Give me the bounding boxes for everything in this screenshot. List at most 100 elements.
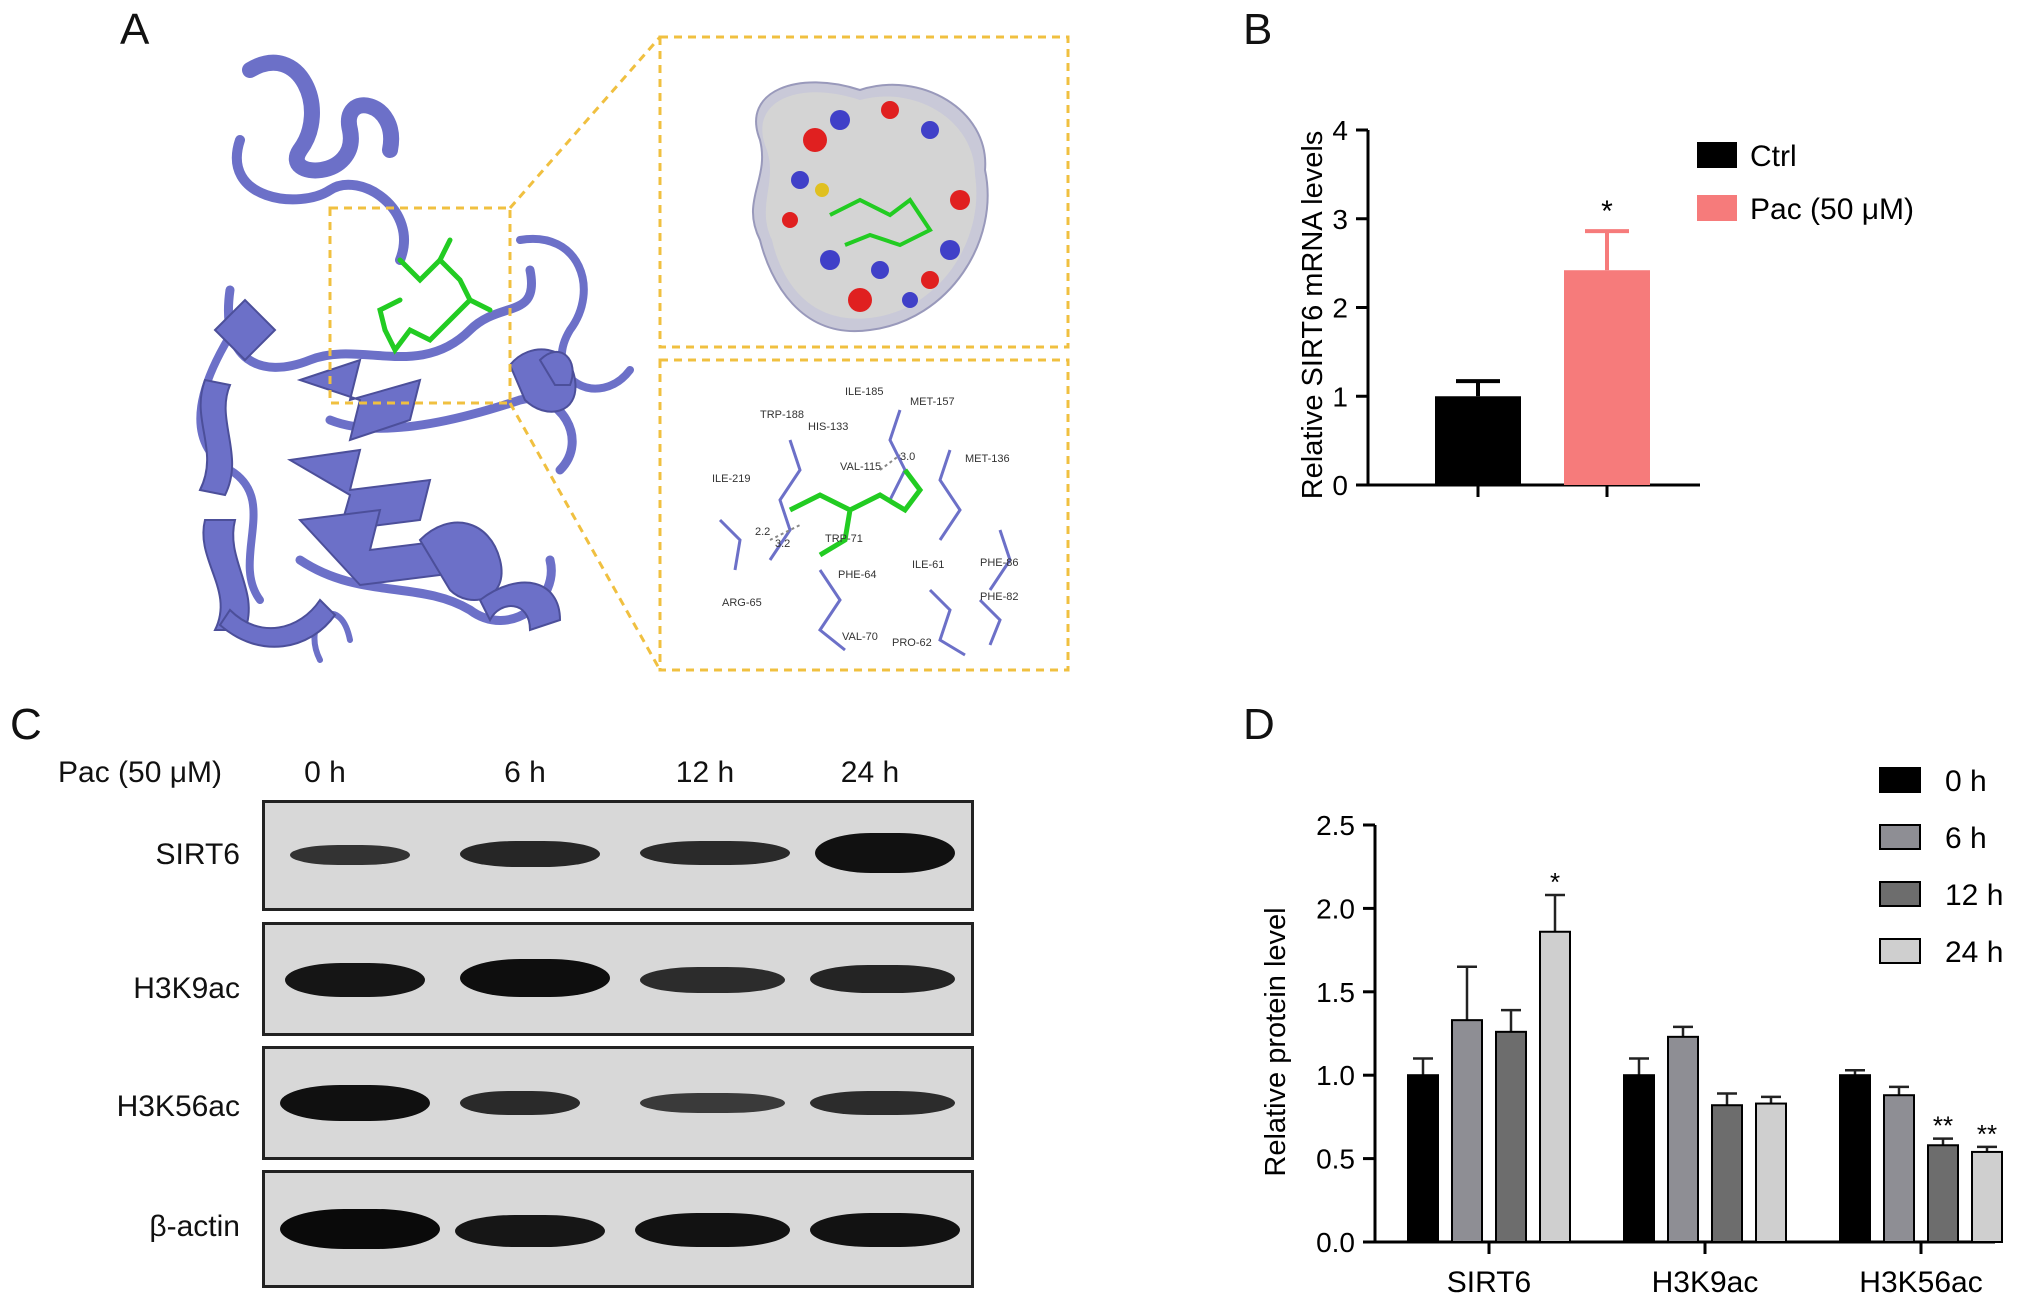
blot-band: [815, 833, 955, 873]
legend-swatch: [1879, 767, 1921, 793]
residue-label-phe64: PHE-64: [838, 569, 877, 581]
y-tick-label: 4: [1332, 115, 1348, 146]
legend-label: Ctrl: [1750, 140, 1797, 173]
chart-d-ylabel: Relative protein level: [1260, 907, 1292, 1176]
binding-residues-inset: ILE-185 MET-157 TRP-188 HIS-133 MET-136 …: [658, 358, 1070, 672]
blot-band: [810, 1091, 955, 1115]
residue-label-his133: HIS-133: [808, 421, 848, 433]
y-tick-label: 1: [1332, 381, 1348, 412]
blot-band: [460, 841, 600, 867]
distance-label-3: 3.2: [775, 538, 790, 550]
x-tick-label: H3K56ac: [1859, 1266, 1982, 1299]
legend-swatch: [1697, 195, 1737, 221]
blot-band: [635, 1213, 790, 1247]
blot-band: [640, 967, 785, 993]
residue-label-val70: VAL-70: [842, 631, 878, 643]
blot-band: [285, 963, 425, 997]
significance-marker: **: [1977, 1119, 1997, 1149]
residue-label-trp71: TRP-71: [825, 533, 863, 545]
y-tick-label: 1.0: [1316, 1060, 1355, 1091]
blot-treatment-label: Pac (50 μM): [58, 756, 222, 789]
blot-strip-h3k56ac: [262, 1046, 974, 1160]
blot-band: [460, 959, 610, 997]
y-tick-label: 1.5: [1316, 977, 1355, 1008]
bar: [1711, 1104, 1743, 1243]
blot-strip-actin: [262, 1170, 974, 1288]
legend-swatch: [1879, 938, 1921, 964]
blot-band: [640, 1093, 785, 1113]
residue-label-trp188: TRP-188: [760, 409, 804, 421]
blot-band: [455, 1215, 605, 1247]
blot-band: [290, 845, 410, 865]
blot-band: [640, 841, 790, 865]
blot-strip-sirt6: [262, 800, 974, 911]
bar: [1883, 1094, 1915, 1243]
legend-label: 24 h: [1945, 936, 2003, 969]
x-tick-label: SIRT6: [1447, 1266, 1531, 1299]
significance-marker: *: [1601, 195, 1613, 228]
blot-row-label-actin: β-actin: [149, 1210, 240, 1243]
bar: [1564, 270, 1650, 485]
protein-ribbon-structure: [196, 36, 662, 671]
bar: [1539, 930, 1571, 1243]
y-tick-label: 0: [1332, 470, 1348, 501]
lane-label-6h: 6 h: [504, 756, 546, 789]
y-tick-label: 2: [1332, 293, 1348, 324]
residue-label-arg65: ARG-65: [722, 597, 762, 609]
panel-label-b: B: [1243, 5, 1273, 54]
bar: [1927, 1144, 1959, 1243]
y-tick-label: 0.0: [1316, 1227, 1355, 1258]
y-tick-label: 0.5: [1316, 1144, 1355, 1175]
bar: [1495, 1030, 1527, 1244]
blot-band: [810, 965, 955, 993]
blot-row-label-h3k56ac: H3K56ac: [116, 1090, 240, 1123]
y-tick-label: 2.0: [1316, 893, 1355, 924]
distance-label-1: 3.0: [900, 451, 915, 463]
residue-label-phe86: PHE-86: [980, 557, 1019, 569]
blot-band: [460, 1091, 580, 1115]
residue-label-pro62: PRO-62: [892, 637, 932, 649]
residue-label-val115: VAL-115: [840, 461, 881, 473]
bar: [1755, 1102, 1787, 1244]
x-tick-label: H3K9ac: [1652, 1266, 1759, 1299]
y-tick-label: 2.5: [1316, 810, 1355, 841]
bar: [1407, 1074, 1439, 1243]
lane-label-0h: 0 h: [304, 756, 346, 789]
legend-swatch: [1697, 142, 1737, 168]
lane-label-24h: 24 h: [840, 756, 900, 789]
residue-label-met157: MET-157: [910, 396, 955, 408]
lane-label-12h: 12 h: [675, 756, 735, 789]
residue-label-ile61: ILE-61: [912, 559, 944, 571]
residue-label-ile185: ILE-185: [845, 386, 884, 398]
legend-label: 6 h: [1945, 822, 1987, 855]
chart-b-ylabel: Relative SIRT6 mRNA levels: [1297, 131, 1329, 500]
legend-label: Pac (50 μM): [1750, 193, 1914, 226]
blot-row-label-sirt6: SIRT6: [155, 838, 240, 871]
residue-label-ile219: ILE-219: [712, 473, 751, 485]
blot-row-label-h3k9ac: H3K9ac: [133, 972, 240, 1005]
residue-label-phe82: PHE-82: [980, 591, 1019, 603]
bar: [1839, 1074, 1871, 1243]
bar: [1623, 1074, 1655, 1243]
bar: [1451, 1019, 1483, 1243]
bar: [1971, 1150, 2003, 1243]
distance-label-2: 2.2: [755, 526, 770, 538]
panel-label-d: D: [1243, 700, 1275, 749]
blot-band: [810, 1213, 960, 1247]
residue-label-met136: MET-136: [965, 453, 1010, 465]
significance-marker: **: [1933, 1111, 1953, 1141]
mrna-bar-chart: Relative SIRT6 mRNA levels 0 1 2 3 4 Ctrl * Pac…: [1297, 115, 1914, 501]
blot-strip-h3k9ac: [262, 922, 974, 1036]
legend-label: 0 h: [1945, 765, 1987, 798]
legend-label: 12 h: [1945, 879, 2003, 912]
y-tick-label: 3: [1332, 204, 1348, 235]
blot-band: [280, 1085, 430, 1121]
bar: [1435, 396, 1521, 485]
legend-swatch: [1879, 824, 1921, 850]
bar: [1667, 1035, 1699, 1244]
panel-label-a: A: [120, 5, 150, 54]
blot-band: [280, 1209, 440, 1249]
binding-pocket-surface-inset: [658, 35, 1070, 349]
protein-bar-chart: Relative protein level 0.0 0.5 1.0 1.5 2.0 2.…: [1260, 765, 2003, 1299]
